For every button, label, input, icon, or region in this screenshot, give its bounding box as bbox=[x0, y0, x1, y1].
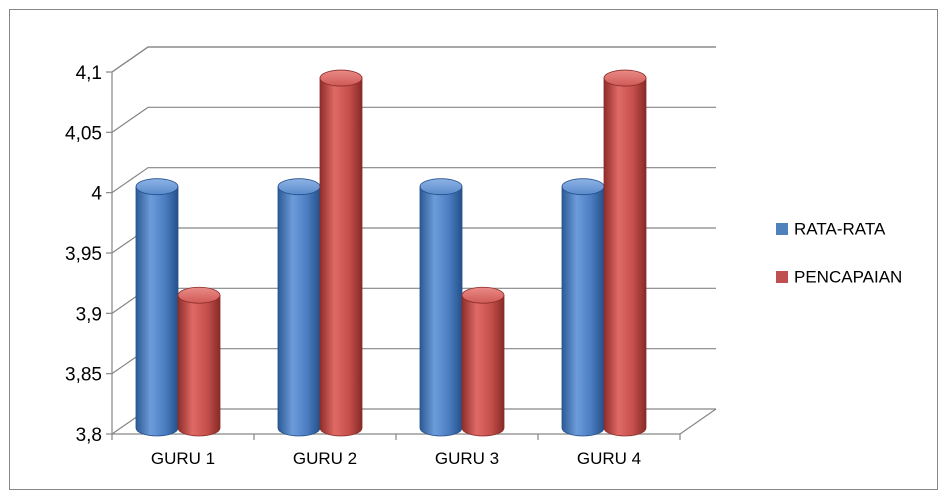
bar-rata-rata bbox=[561, 178, 605, 437]
legend-label: RATA-RATA bbox=[794, 220, 886, 239]
bar-top bbox=[461, 286, 505, 304]
legend-swatch bbox=[776, 223, 788, 235]
bar-body bbox=[561, 186, 605, 437]
bar-top bbox=[177, 286, 221, 304]
bar-top bbox=[277, 178, 321, 196]
bar-pencapaian bbox=[461, 286, 505, 437]
bar-pencapaian bbox=[603, 69, 647, 437]
category-label: GURU 1 bbox=[151, 449, 215, 468]
bar-top bbox=[561, 178, 605, 196]
category-label: GURU 3 bbox=[435, 449, 499, 468]
bar-rata-rata bbox=[419, 178, 463, 437]
bar-body bbox=[135, 186, 179, 437]
gridline bbox=[111, 46, 716, 73]
y-tick-label: 3,85 bbox=[65, 365, 102, 386]
y-tick-labels: 3,8 3,85 3,9 3,95 4 4,05 4,1 bbox=[65, 63, 102, 446]
bar-top bbox=[419, 178, 463, 196]
y-tick-label: 4,1 bbox=[76, 63, 102, 84]
category-labels: GURU 1 GURU 2 GURU 3 GURU 4 bbox=[151, 449, 641, 468]
gridline bbox=[111, 167, 716, 194]
floor-right-edge bbox=[679, 408, 717, 435]
gridline bbox=[111, 106, 716, 133]
legend-swatch bbox=[776, 271, 788, 283]
category-label: GURU 2 bbox=[293, 449, 357, 468]
y-tick-label: 4 bbox=[91, 184, 102, 205]
bar-rata-rata bbox=[135, 178, 179, 437]
bar-pencapaian bbox=[177, 286, 221, 437]
bar-top bbox=[319, 69, 363, 87]
bar-top bbox=[603, 69, 647, 87]
bar-top bbox=[135, 178, 179, 196]
bar-body bbox=[419, 186, 463, 437]
category-label: GURU 4 bbox=[577, 449, 641, 468]
bar-rata-rata bbox=[277, 178, 321, 437]
bar-body bbox=[277, 186, 321, 437]
legend: RATA-RATA PENCAPAIAN bbox=[776, 220, 902, 287]
y-tick-label: 4,05 bbox=[65, 123, 102, 144]
legend-label: PENCAPAIAN bbox=[794, 268, 902, 287]
y-tick-label: 3,95 bbox=[65, 244, 102, 265]
bars bbox=[135, 69, 647, 437]
bar-body bbox=[319, 77, 363, 437]
bar-body bbox=[177, 294, 221, 437]
bar-body bbox=[461, 294, 505, 437]
bar-body bbox=[603, 77, 647, 437]
y-tick-label: 3,9 bbox=[76, 304, 102, 325]
y-tick-label: 3,8 bbox=[76, 425, 102, 446]
bar-pencapaian bbox=[319, 69, 363, 437]
